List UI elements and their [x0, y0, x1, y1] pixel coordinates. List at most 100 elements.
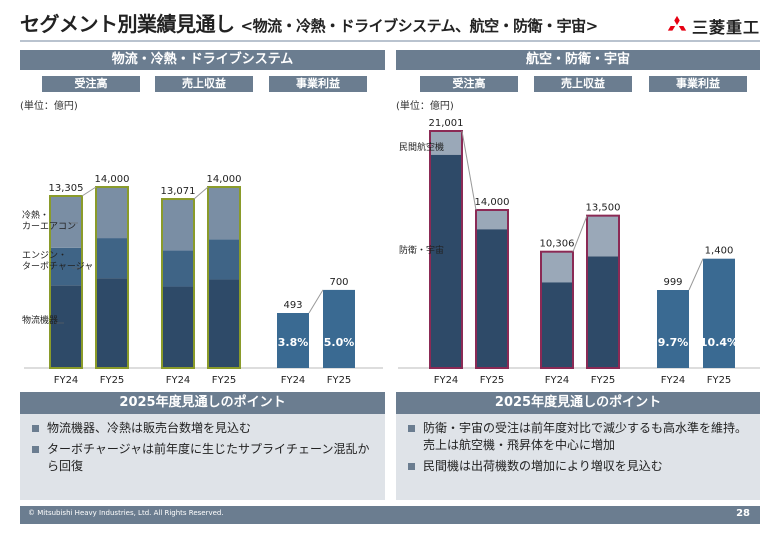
- x-tick-label: FY25: [327, 375, 352, 386]
- logo-text: 三菱重工: [691, 18, 760, 37]
- bar-connector-line: [572, 215, 588, 252]
- left-col-head-profit: 事業利益: [269, 76, 367, 92]
- x-tick-label: FY24: [54, 375, 79, 386]
- x-tick-label: FY25: [100, 375, 125, 386]
- bar-value-label: 14,000: [207, 174, 242, 185]
- bar-segment: [587, 215, 619, 257]
- bar-segment: [587, 256, 619, 368]
- right-col-head-orders: 受注高: [420, 76, 518, 92]
- bar-segment: [541, 282, 573, 368]
- bar-frame: [586, 214, 620, 369]
- x-tick-label: FY24: [434, 375, 459, 386]
- bar-frame: [207, 186, 241, 369]
- bar-value-label: 493: [283, 300, 302, 311]
- profit-bar: [323, 289, 355, 368]
- profit-bar: [657, 290, 689, 368]
- page-title-main: セグメント別業績見通し: [20, 12, 235, 36]
- left-point-item: ターボチャージャは前年度に生じたサプライチェーン混乱から回復: [32, 441, 377, 475]
- left-point-text: 物流機器、冷熱は販売台数増を見込む: [47, 421, 252, 435]
- bullet-square-icon: [32, 425, 39, 432]
- bar-value-label: 1,400: [705, 246, 734, 257]
- left-col-head-orders: 受注高: [42, 76, 140, 92]
- segment-label: ターボチャージャ: [22, 261, 93, 272]
- copyright-text: © Mitsubishi Heavy Industries, Ltd. All …: [28, 509, 224, 517]
- bar-segment: [541, 251, 573, 283]
- bar-frame: [540, 250, 574, 369]
- bar-connector-line: [688, 258, 704, 291]
- segment-label: エンジン・: [22, 251, 67, 261]
- page-title: セグメント別業績見通し <物流・冷熱・ドライブシステム、航空・防衛・宇宙>: [20, 8, 598, 37]
- bar-segment: [430, 131, 462, 155]
- bar-segment: [208, 239, 240, 280]
- x-tick-label: FY25: [707, 375, 732, 386]
- left-point-text: ターボチャージャは前年度に生じたサプライチェーン混乱から回復: [47, 442, 370, 473]
- profit-margin-label: 5.0%: [324, 336, 355, 349]
- bar-frame: [49, 195, 83, 369]
- x-tick-label: FY24: [545, 375, 570, 386]
- profit-margin-label: 9.7%: [658, 336, 689, 349]
- bar-frame: [475, 209, 509, 369]
- x-tick-label: FY25: [480, 375, 505, 386]
- bar-value-label: 10,306: [540, 239, 575, 250]
- bar-segment: [208, 187, 240, 240]
- bar-segment: [50, 196, 82, 248]
- right-point-text: 民間機は出荷機数の増加により増収を見込む: [423, 459, 663, 473]
- bar-segment: [96, 278, 128, 368]
- bar-segment: [430, 154, 462, 368]
- bar-value-label: 14,000: [475, 197, 510, 208]
- page-subtitle: <物流・冷熱・ドライブシステム、航空・防衛・宇宙>: [240, 17, 599, 35]
- bar-segment: [96, 238, 128, 279]
- bar-value-label: 700: [329, 277, 348, 288]
- bar-segment: [162, 250, 194, 287]
- three-diamonds-icon: [667, 15, 687, 31]
- right-unit-label: (単位：億円): [396, 101, 454, 112]
- page-number: 28: [736, 508, 750, 519]
- bar-value-label: 13,071: [161, 186, 196, 197]
- segment-label: 民間航空機: [399, 141, 444, 153]
- bar-frame: [95, 186, 129, 369]
- bar-connector-line: [193, 186, 209, 200]
- bar-value-label: 21,001: [429, 118, 464, 129]
- company-logo: 三菱重工: [666, 14, 760, 38]
- segment-label: カーエアコン: [22, 221, 76, 232]
- left-unit-label: (単位：億円): [20, 101, 78, 112]
- right-col-head-revenue: 売上収益: [534, 76, 632, 92]
- right-point-text: 防衛・宇宙の受注は前年度対比で減少するも高水準を維持。売上は航空機・飛昇体を中心…: [423, 421, 748, 452]
- right-points-box: 防衛・宇宙の受注は前年度対比で減少するも高水準を維持。売上は航空機・飛昇体を中心…: [396, 414, 760, 500]
- segment-label: 冷熱・: [22, 209, 49, 221]
- bar-value-label: 14,000: [95, 174, 130, 185]
- bullet-square-icon: [408, 463, 415, 470]
- x-tick-label: FY24: [166, 375, 191, 386]
- title-divider: [20, 40, 760, 42]
- x-tick-label: FY25: [591, 375, 616, 386]
- left-section-title: 物流・冷熱・ドライブシステム: [20, 50, 385, 70]
- left-points-box: 物流機器、冷熱は販売台数増を見込む ターボチャージャは前年度に生じたサプライチェ…: [20, 414, 385, 500]
- bar-connector-line: [81, 186, 97, 197]
- bar-segment: [476, 210, 508, 230]
- right-points-title: 2025年度見通しのポイント: [396, 392, 760, 414]
- bar-segment: [162, 286, 194, 368]
- bar-segment: [96, 187, 128, 239]
- right-point-item: 民間機は出荷機数の増加により増収を見込む: [408, 458, 752, 475]
- bar-frame: [161, 198, 195, 369]
- left-col-head-revenue: 売上収益: [155, 76, 253, 92]
- x-tick-label: FY24: [281, 375, 306, 386]
- bullet-square-icon: [32, 446, 39, 453]
- bar-segment: [476, 229, 508, 368]
- bullet-square-icon: [408, 425, 415, 432]
- bar-frame: [429, 130, 463, 369]
- x-tick-label: FY24: [661, 375, 686, 386]
- x-tick-label: FY25: [212, 375, 237, 386]
- profit-bar: [703, 258, 735, 368]
- right-section-title: 航空・防衛・宇宙: [396, 50, 760, 70]
- left-point-item: 物流機器、冷熱は販売台数増を見込む: [32, 420, 377, 437]
- right-point-item: 防衛・宇宙の受注は前年度対比で減少するも高水準を維持。売上は航空機・飛昇体を中心…: [408, 420, 752, 454]
- bar-value-label: 999: [663, 277, 682, 288]
- bar-segment: [50, 247, 82, 286]
- footer-bar: © Mitsubishi Heavy Industries, Ltd. All …: [20, 506, 760, 524]
- profit-bar: [277, 313, 309, 368]
- right-col-head-profit: 事業利益: [649, 76, 747, 92]
- segment-label: 物流機器: [22, 314, 58, 326]
- bar-value-label: 13,305: [49, 183, 84, 194]
